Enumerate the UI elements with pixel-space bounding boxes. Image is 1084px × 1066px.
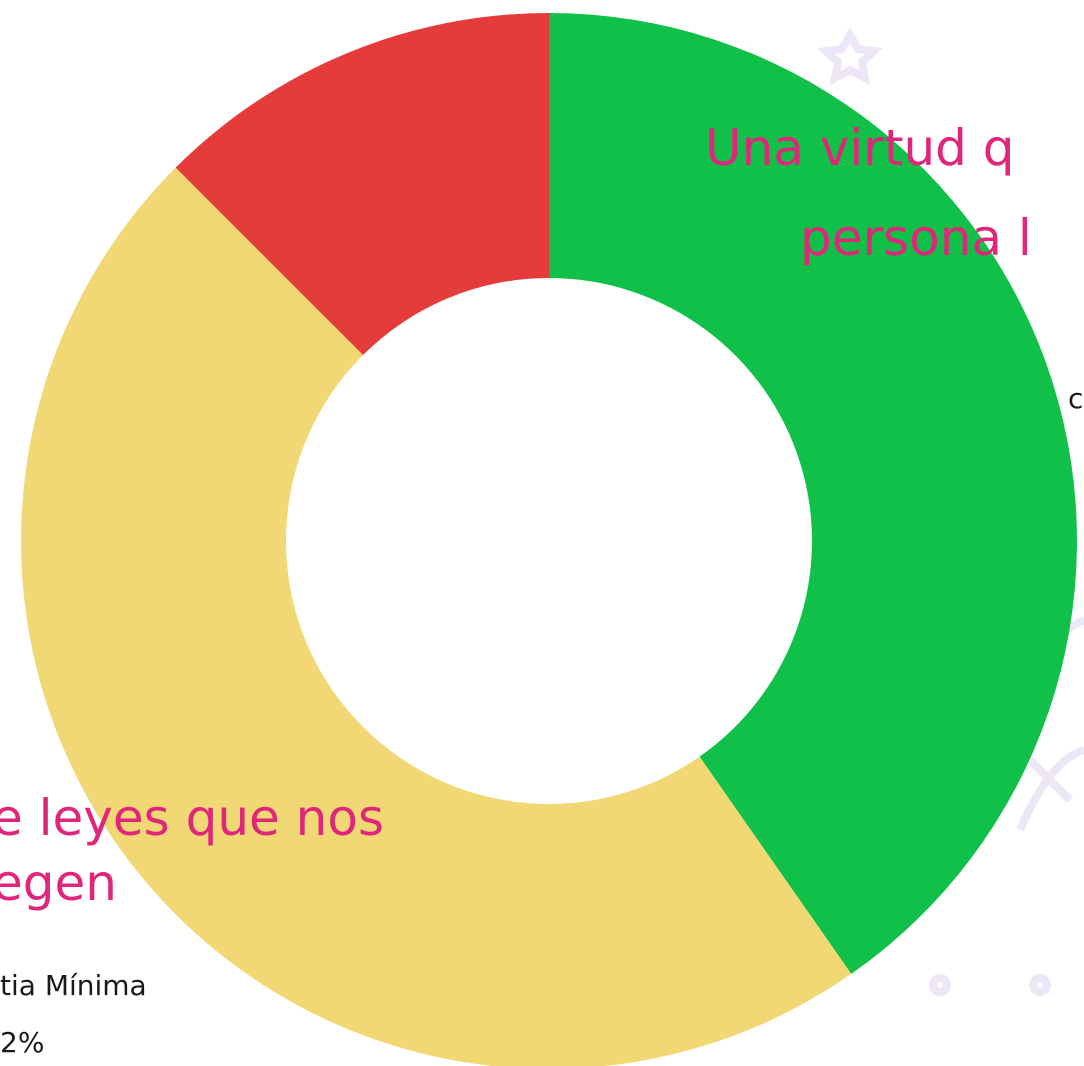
annotation: c bbox=[1068, 382, 1083, 415]
annotation: persona l bbox=[800, 209, 1032, 267]
annotation: Una virtud q bbox=[705, 119, 1015, 177]
page: Una virtud q persona l c e leyes que nos… bbox=[0, 0, 1084, 1066]
annotation: e leyes que nos bbox=[0, 789, 384, 847]
chart: Una virtud q persona l c e leyes que nos… bbox=[0, 0, 1084, 1066]
annotation: 2% bbox=[0, 1026, 44, 1059]
annotation: egen bbox=[0, 854, 117, 912]
annotation: tia Mínima bbox=[0, 969, 147, 1002]
